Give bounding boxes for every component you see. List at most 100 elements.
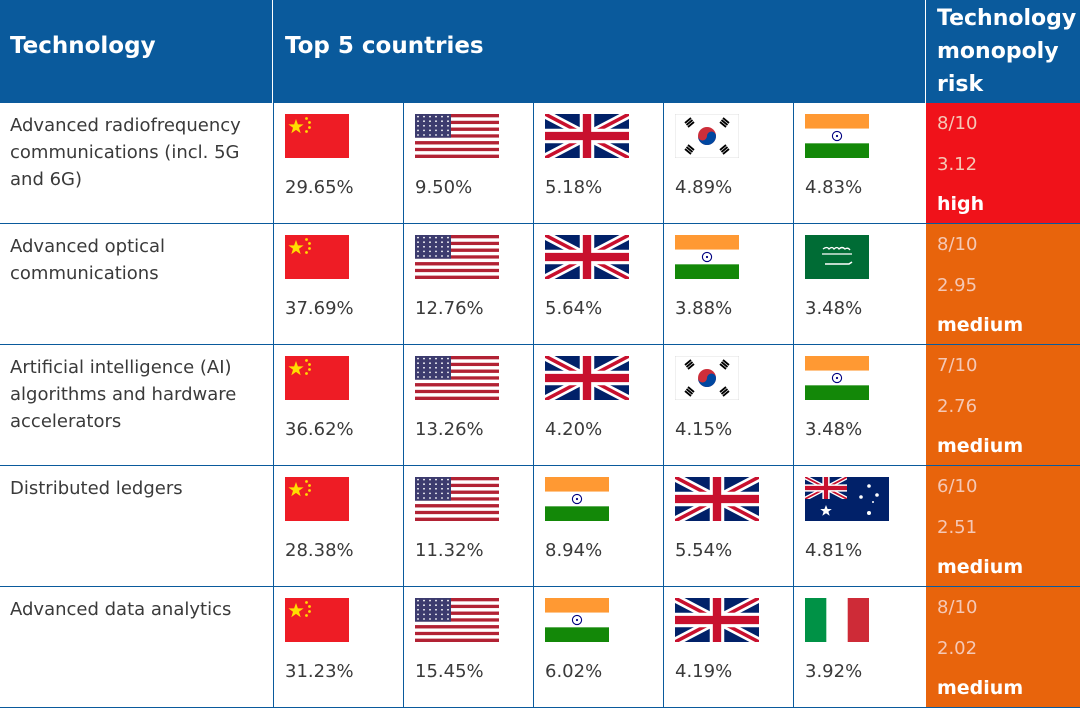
risk-level: medium (937, 677, 1024, 699)
risk-score: 7/10 (937, 355, 978, 376)
country-share: 31.23% (285, 661, 354, 682)
country-share: 13.26% (415, 419, 484, 440)
table-row: Artificial intelligence (AI) algorithms … (0, 345, 1080, 466)
risk-cell: 6/10 2.51 medium (925, 466, 1080, 587)
country-cell: 31.23% (273, 587, 403, 708)
country-share: 5.64% (545, 298, 603, 319)
country-cell: 4.20% (533, 345, 663, 466)
country-share: 5.18% (545, 177, 603, 198)
country-share: 3.48% (805, 419, 863, 440)
technology-name: Distributed ledgers (10, 478, 183, 499)
risk-cell: 7/10 2.76 medium (925, 345, 1080, 466)
country-cell: 3.92% (793, 587, 923, 708)
india-flag-icon (545, 598, 609, 642)
country-share: 4.20% (545, 419, 603, 440)
country-cell: 3.48% (793, 345, 923, 466)
country-cell: 5.64% (533, 224, 663, 345)
country-cell: 29.65% (273, 103, 403, 224)
country-share: 8.94% (545, 540, 603, 561)
country-share: 3.88% (675, 298, 733, 319)
uk-flag-icon (545, 356, 629, 400)
risk-index: 3.12 (937, 154, 978, 175)
header-top-5-countries: Top 5 countries (285, 33, 484, 59)
china-flag-icon (285, 477, 349, 521)
row-divider (0, 586, 1080, 587)
country-cell: 4.19% (663, 587, 793, 708)
risk-index: 2.76 (937, 396, 978, 417)
country-cell: 3.48% (793, 224, 923, 345)
country-share: 3.92% (805, 661, 863, 682)
risk-level: medium (937, 556, 1024, 578)
saudi-arabia-flag-icon (805, 235, 869, 279)
risk-level: medium (937, 435, 1024, 457)
india-flag-icon (675, 235, 739, 279)
country-share: 4.89% (675, 177, 733, 198)
country-cell: 13.26% (403, 345, 533, 466)
country-share: 36.62% (285, 419, 354, 440)
table-row: Advanced data analytics 31.23% 15.45% 6.… (0, 587, 1080, 708)
usa-flag-icon (415, 114, 499, 158)
usa-flag-icon (415, 477, 499, 521)
table-row: Advanced radiofrequency communications (… (0, 103, 1080, 224)
country-cell: 4.83% (793, 103, 923, 224)
table-row: Distributed ledgers 28.38% 11.32% 8.94% (0, 466, 1080, 587)
header-technology: Technology (10, 33, 156, 59)
country-cell: 28.38% (273, 466, 403, 587)
country-share: 6.02% (545, 661, 603, 682)
country-share: 4.19% (675, 661, 733, 682)
country-share: 3.48% (805, 298, 863, 319)
china-flag-icon (285, 235, 349, 279)
india-flag-icon (805, 356, 869, 400)
risk-index: 2.02 (937, 638, 978, 659)
risk-score: 8/10 (937, 113, 978, 134)
country-cell: 8.94% (533, 466, 663, 587)
technology-name: Advanced optical communications (10, 236, 166, 284)
country-cell: 9.50% (403, 103, 533, 224)
header-monopoly-risk: Technology monopoly risk (925, 0, 1080, 103)
country-cell: 15.45% (403, 587, 533, 708)
risk-score: 6/10 (937, 476, 978, 497)
country-share: 9.50% (415, 177, 473, 198)
country-share: 28.38% (285, 540, 354, 561)
risk-cell: 8/10 2.02 medium (925, 587, 1080, 708)
country-share: 4.83% (805, 177, 863, 198)
south-korea-flag-icon (675, 114, 739, 158)
country-cell: 11.32% (403, 466, 533, 587)
risk-level: medium (937, 314, 1024, 336)
table-header: Technology Top 5 countries Technology mo… (0, 0, 1080, 103)
risk-level: high (937, 193, 985, 215)
risk-score: 8/10 (937, 234, 978, 255)
risk-score: 8/10 (937, 597, 978, 618)
country-share: 4.15% (675, 419, 733, 440)
country-cell: 5.18% (533, 103, 663, 224)
risk-index: 2.51 (937, 517, 978, 538)
country-cell: 37.69% (273, 224, 403, 345)
country-cell: 5.54% (663, 466, 793, 587)
china-flag-icon (285, 114, 349, 158)
country-cell: 4.15% (663, 345, 793, 466)
table-row: Advanced optical communications 37.69% 1… (0, 224, 1080, 345)
usa-flag-icon (415, 598, 499, 642)
india-flag-icon (805, 114, 869, 158)
australia-flag-icon (805, 477, 889, 521)
row-divider (0, 465, 1080, 466)
usa-flag-icon (415, 356, 499, 400)
uk-flag-icon (675, 598, 759, 642)
country-share: 5.54% (675, 540, 733, 561)
country-share: 37.69% (285, 298, 354, 319)
country-share: 12.76% (415, 298, 484, 319)
country-share: 4.81% (805, 540, 863, 561)
india-flag-icon (545, 477, 609, 521)
risk-index: 2.95 (937, 275, 978, 296)
uk-flag-icon (545, 235, 629, 279)
risk-cell: 8/10 3.12 high (925, 103, 1080, 224)
technology-name: Advanced data analytics (10, 599, 232, 620)
country-cell: 12.76% (403, 224, 533, 345)
technology-name: Artificial intelligence (AI) algorithms … (10, 357, 237, 432)
technology-name: Advanced radiofrequency communications (… (10, 115, 241, 190)
country-share: 29.65% (285, 177, 354, 198)
china-flag-icon (285, 598, 349, 642)
country-share: 11.32% (415, 540, 484, 561)
china-flag-icon (285, 356, 349, 400)
